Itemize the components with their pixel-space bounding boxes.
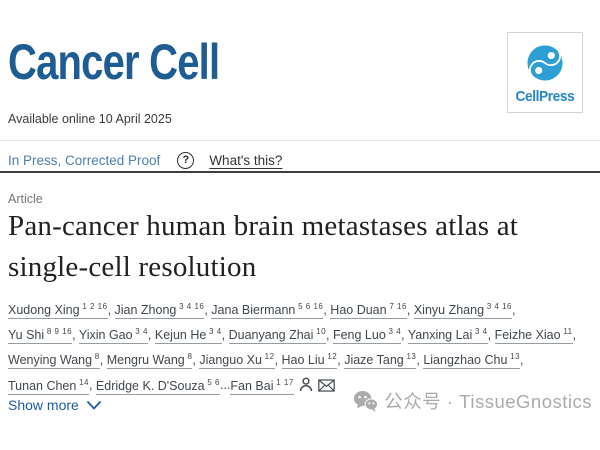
show-more-button[interactable]: Show more bbox=[8, 397, 101, 413]
author-separator: , bbox=[221, 328, 229, 343]
author-separator: , bbox=[147, 328, 155, 343]
wechat-icon bbox=[354, 391, 379, 412]
author-link[interactable]: Yixin Gao 3 4 bbox=[78, 327, 148, 345]
author-paragraph: Xudong Xing 1 2 16, Jian Zhong 3 4 16, J… bbox=[8, 296, 586, 397]
available-online-date: Available online 10 April 2025 bbox=[8, 112, 172, 126]
author-link[interactable]: Feng Luo 3 4 bbox=[332, 327, 402, 345]
authors-ellipsis[interactable]: ... bbox=[219, 378, 231, 393]
author-link[interactable]: Kejun He 3 4 bbox=[154, 327, 222, 345]
author-separator: , bbox=[204, 303, 212, 318]
author-link[interactable]: Tunan Chen 14 bbox=[8, 377, 89, 395]
author-separator: , bbox=[337, 353, 345, 368]
show-more-label: Show more bbox=[8, 397, 79, 413]
author-separator: , bbox=[88, 378, 96, 393]
in-press-status-link[interactable]: In Press, Corrected Proof bbox=[8, 152, 161, 168]
whats-this-link[interactable]: What's this? bbox=[209, 152, 283, 168]
author-link[interactable]: Jian Zhong 3 4 16 bbox=[114, 302, 205, 320]
author-link[interactable]: Edridge K. D'Souza 5 6 bbox=[95, 377, 220, 395]
author-link[interactable]: Yanxing Lai 3 4 bbox=[407, 327, 488, 345]
author-separator: , bbox=[406, 303, 414, 318]
watermark-text: 公众号 · TissueGnostics bbox=[384, 391, 592, 412]
corresponding-author-slot: Fan Bai 1 17 bbox=[230, 377, 294, 395]
author-link[interactable]: Jiaze Tang 13 bbox=[344, 352, 417, 370]
author-link[interactable]: Hao Duan 7 16 bbox=[330, 302, 407, 320]
author-link[interactable]: Xinyu Zhang 3 4 16 bbox=[413, 302, 512, 320]
author-separator: , bbox=[72, 328, 79, 343]
author-separator: , bbox=[512, 303, 516, 318]
author-link[interactable]: Hao Liu 12 bbox=[281, 352, 338, 370]
author-link[interactable]: Fan Bai 1 17 bbox=[230, 377, 294, 395]
status-row: In Press, Corrected Proof ? What's this? bbox=[8, 150, 282, 170]
author-link[interactable]: Duanyang Zhai 10 bbox=[228, 327, 327, 345]
author-separator: , bbox=[323, 303, 331, 318]
journal-title[interactable]: Cancer Cell bbox=[8, 34, 220, 90]
author-separator: , bbox=[572, 328, 577, 343]
question-circle-icon[interactable]: ? bbox=[177, 151, 195, 169]
cellpress-logo-text: CellPress bbox=[515, 88, 575, 105]
author-link[interactable]: Yu Shi 8 9 16 bbox=[8, 327, 73, 345]
author-link[interactable]: Mengru Wang 8 bbox=[106, 352, 193, 370]
watermark: 公众号 · TissueGnostics bbox=[353, 388, 592, 414]
author-link[interactable]: Xudong Xing 1 2 16 bbox=[8, 302, 108, 320]
chevron-down-icon bbox=[86, 400, 101, 409]
author-separator: , bbox=[326, 328, 333, 343]
article-title: Pan-cancer human brain metastases atlas … bbox=[8, 210, 519, 283]
author-list: Xudong Xing 1 2 16, Jian Zhong 3 4 16, J… bbox=[8, 302, 577, 395]
author-separator: , bbox=[487, 328, 495, 343]
divider-dark bbox=[0, 171, 600, 173]
divider-light bbox=[0, 140, 600, 141]
envelope-icon[interactable] bbox=[318, 379, 335, 392]
author-separator: , bbox=[520, 353, 524, 368]
person-icon[interactable] bbox=[299, 377, 313, 392]
author-separator: , bbox=[274, 353, 282, 368]
author-separator: , bbox=[99, 353, 107, 368]
author-link[interactable]: Jianguo Xu 12 bbox=[199, 352, 275, 370]
author-link[interactable]: Wenying Wang 8 bbox=[8, 352, 100, 370]
author-link[interactable]: Liangzhao Chu 13 bbox=[423, 352, 521, 370]
author-separator: , bbox=[416, 353, 424, 368]
author-link[interactable]: Jana Biermann 5 6 16 bbox=[211, 302, 324, 320]
author-separator: , bbox=[107, 303, 115, 318]
cellpress-logo[interactable]: CellPress bbox=[507, 32, 583, 113]
article-type-label: Article bbox=[8, 192, 43, 206]
author-separator: , bbox=[192, 353, 200, 368]
author-link[interactable]: Feizhe Xiao 11 bbox=[494, 327, 573, 345]
cellpress-swirl-icon bbox=[525, 43, 565, 83]
author-separator: , bbox=[401, 328, 408, 343]
